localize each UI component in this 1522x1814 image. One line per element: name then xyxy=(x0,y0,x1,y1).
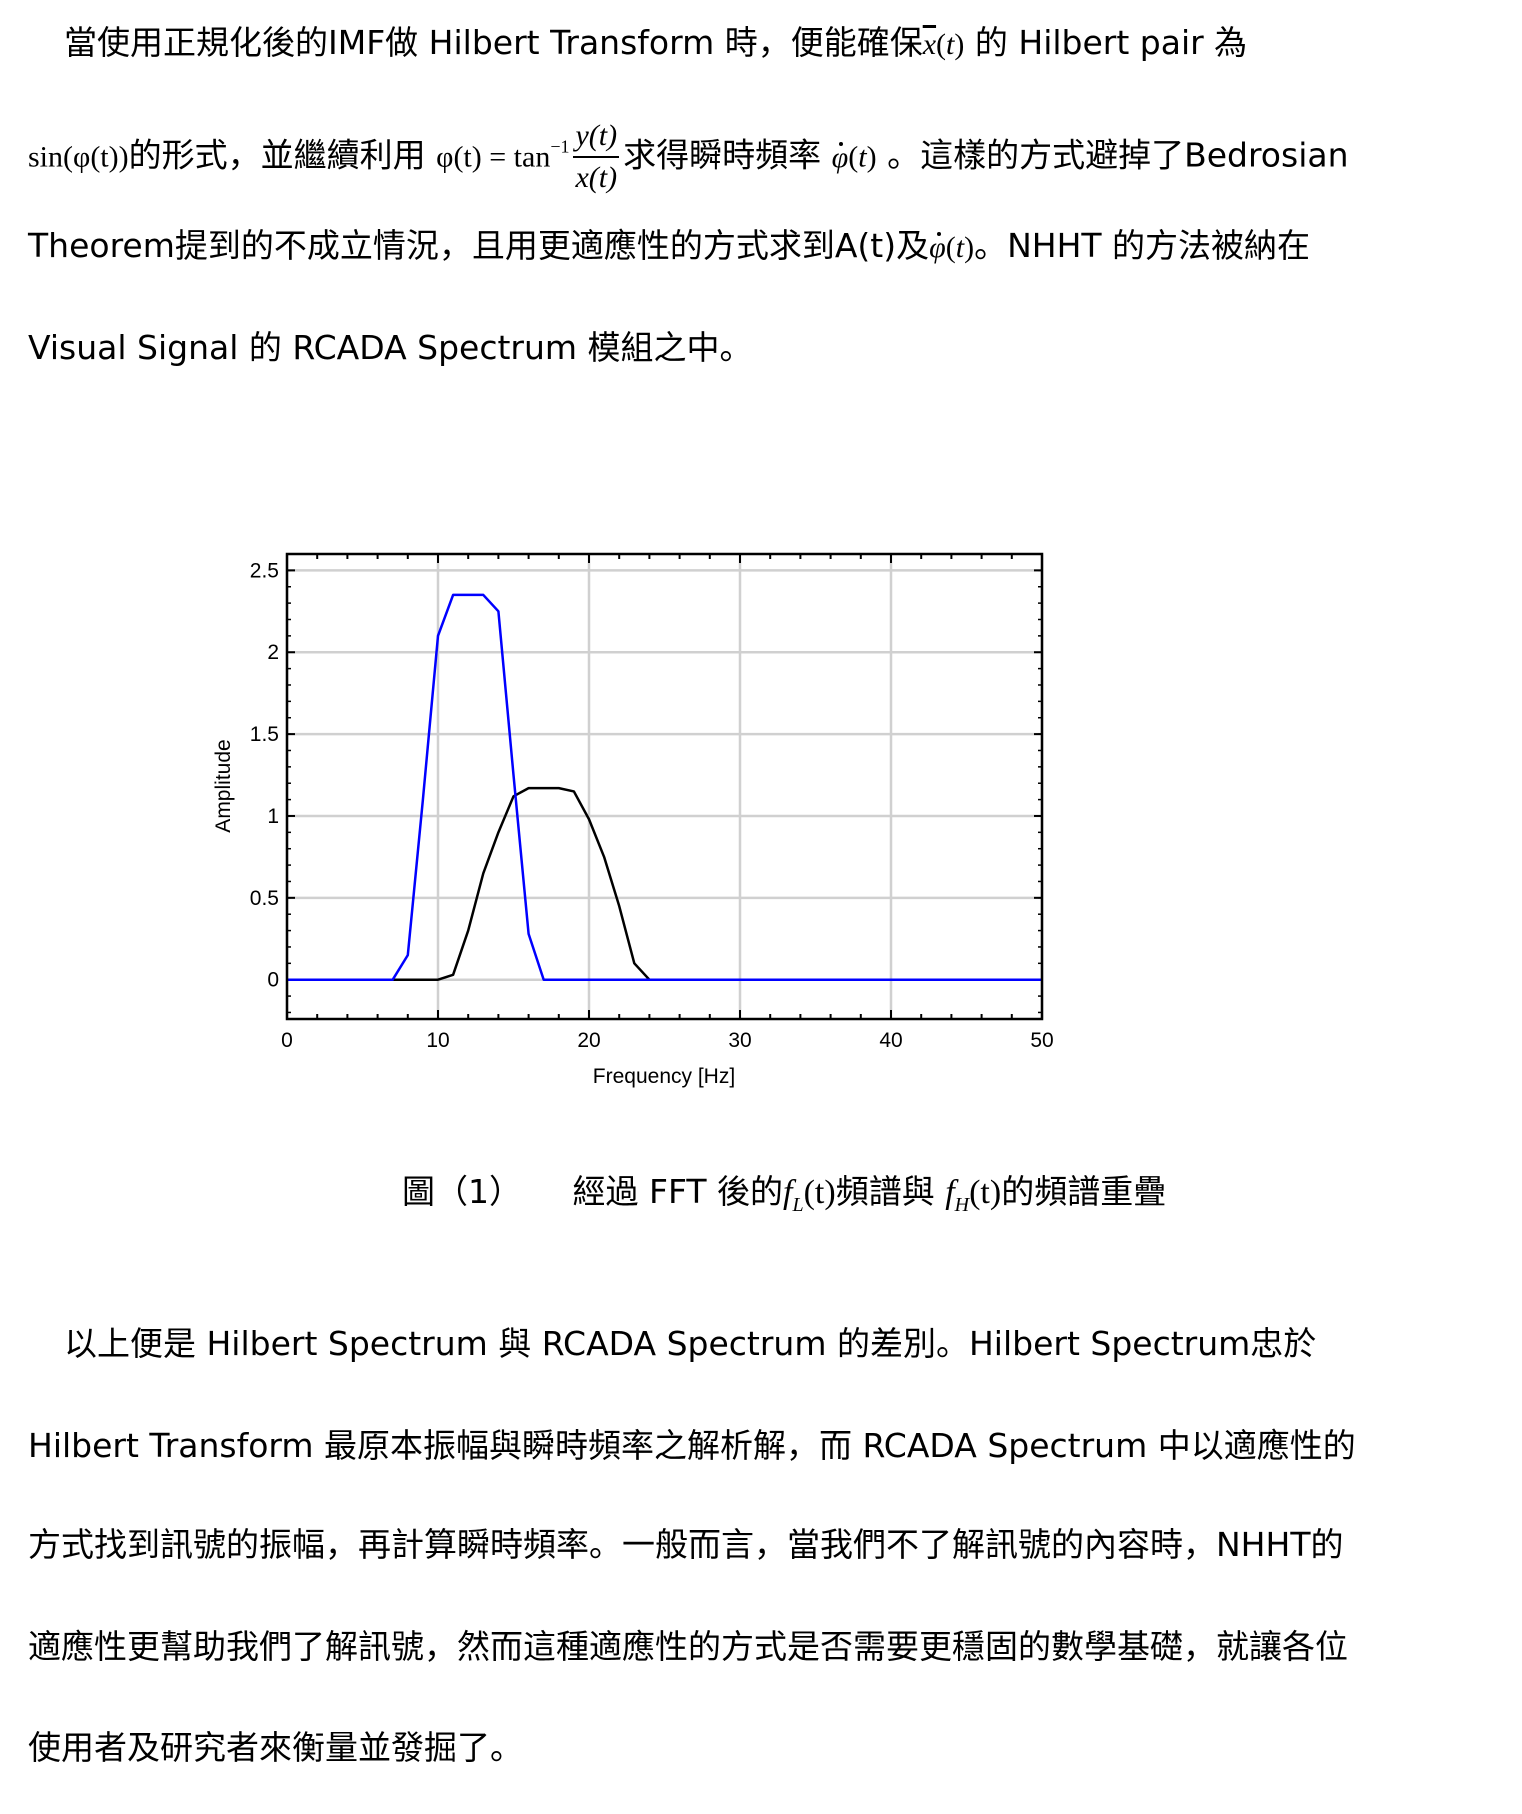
paragraph-2-line-3: 方式找到訊號的振幅，再計算瞬時頻率。一般而言，當我們不了解訊號的內容時，NHHT… xyxy=(28,1525,1344,1564)
plot-frame xyxy=(285,552,1044,1021)
math-x-bar: x xyxy=(922,28,937,61)
y-tick-label: 2.5 xyxy=(250,559,279,582)
text: Theorem提到的不成立情況，且用更適應性的方式求到A(t)及 xyxy=(28,226,930,265)
math-paren-t: (t) xyxy=(945,231,975,264)
paragraph-1-line-1: 當使用正規化後的IMF做 Hilbert Transform 時，便能確保x(t… xyxy=(64,23,1247,65)
ticks xyxy=(286,554,1043,1019)
x-tick-label: 40 xyxy=(879,1029,902,1052)
y-tick-label: 1 xyxy=(267,805,279,828)
y-tick-label: 0.5 xyxy=(250,887,279,910)
text: 經過 FFT 後的 xyxy=(572,1172,784,1211)
y-axis-label: Amplitude xyxy=(212,739,235,832)
text: 的形式，並繼續利用 xyxy=(128,135,426,175)
math-f: f xyxy=(783,1174,793,1211)
paragraph-1-line-4: Visual Signal 的 RCADA Spectrum 模組之中。 xyxy=(28,328,753,367)
paragraph-2-line-2: Hilbert Transform 最原本振幅與瞬時頻率之解析解，而 RCADA… xyxy=(28,1426,1356,1465)
grid xyxy=(285,554,1044,1019)
caption-label: 圖（1） xyxy=(402,1172,522,1211)
x-tick-label: 20 xyxy=(577,1029,600,1052)
series-line-2 xyxy=(287,593,1042,981)
math-f: f xyxy=(945,1174,955,1211)
math-phi-dot: φ xyxy=(832,138,849,178)
math-paren-t: (t) xyxy=(848,140,877,174)
text: 頻譜與 xyxy=(835,1172,935,1211)
math-paren-t: (t) xyxy=(969,1174,1002,1211)
paragraph-2-line-1: 以上便是 Hilbert Spectrum 與 RCADA Spectrum 的… xyxy=(64,1324,1317,1363)
text: 的頻譜重疊 xyxy=(1001,1172,1167,1211)
y-tick-label: 0 xyxy=(267,969,279,992)
math-paren-t: (t) xyxy=(936,28,965,61)
figure-caption: 圖（1） 經過 FFT 後的fL(t)頻譜與 fH(t)的頻譜重疊 xyxy=(402,1172,1166,1225)
paragraph-2-line-4: 適應性更幫助我們了解訊號，然而這種適應性的方式是否需要更穩固的數學基礎，就讓各位 xyxy=(28,1627,1348,1666)
x-tick-label: 30 xyxy=(728,1029,751,1052)
text: 當使用正規化後的IMF做 Hilbert Transform 時，便能確保 xyxy=(64,23,923,62)
x-tick-label: 10 xyxy=(426,1029,449,1052)
paragraph-1-line-3: Theorem提到的不成立情況，且用更適應性的方式求到A(t)及φ(t)。NHH… xyxy=(28,226,1310,268)
math-phi-dot: φ xyxy=(929,228,946,268)
math-subscript-H: H xyxy=(954,1194,970,1216)
math-fraction: y(t) x(t) xyxy=(573,116,620,198)
math-superscript: −1 xyxy=(550,136,570,157)
x-tick-label: 50 xyxy=(1030,1029,1053,1052)
x-tick-label: 0 xyxy=(281,1029,293,1052)
math-subscript-L: L xyxy=(792,1194,804,1216)
x-axis-label: Frequency [Hz] xyxy=(593,1065,735,1088)
math-sin-phi: sin(φ(t)) xyxy=(28,140,129,174)
math-paren-t: (t) xyxy=(803,1174,836,1211)
tick-labels: 0 10 20 30 40 50 0 0.5 1 1.5 2 2.5 xyxy=(250,559,1054,1052)
text: 的 Hilbert pair 為 xyxy=(974,23,1248,62)
paragraph-2-line-5: 使用者及研究者來衡量並發掘了。 xyxy=(28,1728,523,1767)
y-tick-label: 2 xyxy=(267,641,279,664)
math-phi-equation: φ(t) = tan xyxy=(436,140,551,174)
fraction-numerator: y(t) xyxy=(573,116,620,158)
y-tick-label: 1.5 xyxy=(250,723,279,746)
text: 求得瞬時頻率 xyxy=(623,135,822,175)
fraction-denominator: x(t) xyxy=(575,161,618,194)
series-lines xyxy=(287,593,1042,981)
paragraph-1-line-2: sin(φ(t))的形式，並繼續利用 φ(t) = tan−1 y(t) x(t) 求… xyxy=(28,116,1349,198)
text: 。NHHT 的方法被納在 xyxy=(974,226,1311,265)
text: 。這樣的方式避掉了Bedrosian xyxy=(887,135,1349,175)
spectrum-chart: 0 10 20 30 40 50 0 0.5 1 1.5 2 2.5 Frequency [Hz] A… xyxy=(212,552,1054,1088)
